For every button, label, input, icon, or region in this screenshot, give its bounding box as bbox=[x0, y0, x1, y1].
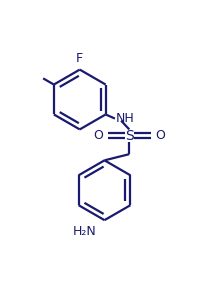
Text: S: S bbox=[125, 129, 134, 143]
Text: O: O bbox=[155, 129, 165, 142]
Text: H₂N: H₂N bbox=[73, 225, 96, 238]
Text: F: F bbox=[76, 52, 83, 65]
Text: O: O bbox=[94, 129, 103, 142]
Text: NH: NH bbox=[116, 112, 135, 125]
